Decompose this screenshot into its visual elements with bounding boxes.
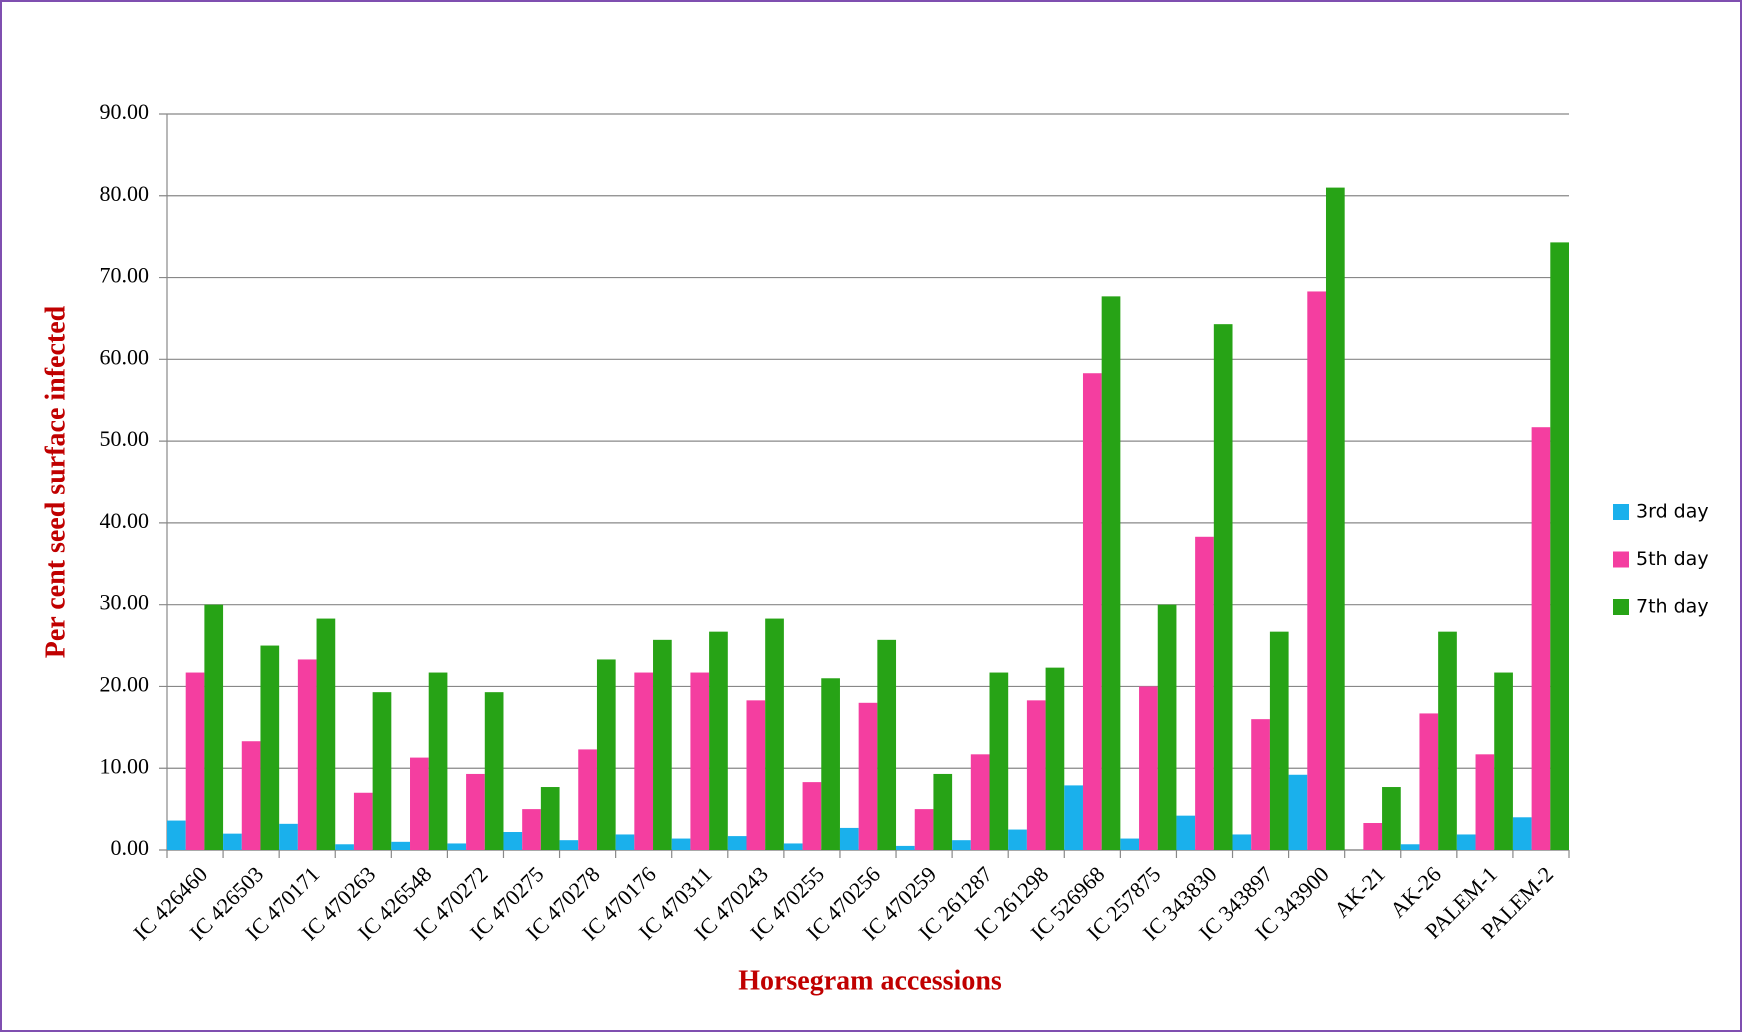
bar bbox=[1269, 631, 1289, 850]
bar bbox=[1157, 604, 1177, 850]
bar bbox=[1512, 817, 1532, 850]
bar bbox=[540, 787, 560, 850]
bar bbox=[1139, 686, 1158, 850]
bar bbox=[1531, 427, 1551, 850]
bar bbox=[989, 672, 1009, 850]
bar bbox=[428, 672, 448, 850]
legend-swatch bbox=[1613, 599, 1629, 615]
bar bbox=[839, 827, 859, 850]
bar bbox=[1400, 844, 1420, 850]
bar bbox=[1288, 774, 1308, 850]
bar bbox=[578, 749, 597, 850]
bar bbox=[709, 631, 728, 850]
bar bbox=[466, 773, 485, 850]
bar bbox=[297, 659, 317, 850]
bar bbox=[653, 639, 672, 850]
bar bbox=[1494, 672, 1513, 850]
bar bbox=[914, 809, 934, 850]
legend-swatch bbox=[1613, 504, 1629, 520]
y-tick-label: 60.00 bbox=[100, 344, 150, 369]
bar bbox=[933, 773, 953, 850]
bar bbox=[167, 820, 186, 850]
bar bbox=[821, 678, 840, 850]
bar bbox=[1176, 815, 1196, 850]
bar bbox=[391, 841, 411, 850]
bar bbox=[896, 845, 915, 850]
bar bbox=[615, 834, 635, 850]
bar bbox=[410, 757, 429, 850]
bar bbox=[223, 833, 242, 850]
bar bbox=[372, 692, 392, 850]
bar bbox=[559, 840, 579, 850]
bar bbox=[1475, 754, 1495, 850]
bar bbox=[1251, 719, 1270, 850]
legend-text: 3rd day bbox=[1636, 501, 1709, 523]
bar bbox=[1456, 834, 1476, 850]
bar bbox=[1232, 834, 1252, 850]
legend-swatch bbox=[1613, 551, 1629, 568]
y-tick-label: 10.00 bbox=[100, 753, 150, 778]
bar bbox=[877, 639, 897, 850]
bar bbox=[690, 672, 710, 850]
y-tick-label: 40.00 bbox=[100, 508, 150, 533]
bar bbox=[335, 844, 354, 850]
bar bbox=[596, 659, 616, 850]
y-axis-title: Per cent seed surface infected bbox=[40, 305, 71, 658]
bar bbox=[952, 840, 971, 850]
bar bbox=[970, 754, 990, 850]
y-tick-label: 90.00 bbox=[100, 99, 150, 124]
bar bbox=[1382, 787, 1401, 850]
bar bbox=[316, 618, 336, 850]
y-tick-label: 80.00 bbox=[100, 181, 150, 206]
bar bbox=[1325, 187, 1345, 851]
bar bbox=[1195, 536, 1214, 850]
bar bbox=[484, 692, 504, 850]
bar bbox=[522, 809, 541, 850]
bar bbox=[1045, 667, 1065, 850]
bar bbox=[241, 741, 261, 850]
y-tick-label: 70.00 bbox=[100, 263, 150, 288]
bar bbox=[503, 832, 523, 850]
bar bbox=[1307, 291, 1326, 850]
bar bbox=[1438, 631, 1457, 850]
bar bbox=[260, 645, 280, 850]
y-tick-label: 50.00 bbox=[100, 426, 150, 451]
bar bbox=[1082, 373, 1102, 850]
bar bbox=[1363, 823, 1383, 850]
bar bbox=[1120, 838, 1140, 850]
bar bbox=[1026, 700, 1046, 850]
bar bbox=[765, 618, 784, 850]
bar bbox=[185, 672, 205, 850]
bar bbox=[802, 782, 822, 850]
legend-text: 5th day bbox=[1636, 548, 1709, 570]
legend-text: 7th day bbox=[1636, 596, 1709, 618]
bar bbox=[727, 836, 747, 850]
bar bbox=[1419, 713, 1439, 850]
bar bbox=[447, 843, 467, 850]
y-tick-label: 20.00 bbox=[100, 671, 150, 696]
x-axis-title: Horsegram accessions bbox=[738, 965, 1002, 996]
bar bbox=[1213, 324, 1233, 850]
bar bbox=[858, 702, 878, 850]
y-tick-label: 30.00 bbox=[100, 590, 150, 615]
bar bbox=[1550, 242, 1569, 850]
bar bbox=[671, 838, 691, 850]
bar bbox=[634, 672, 654, 850]
bar bbox=[1008, 829, 1027, 850]
bar bbox=[279, 823, 298, 850]
bar bbox=[1064, 785, 1083, 850]
bar bbox=[204, 604, 224, 850]
bar bbox=[783, 843, 803, 850]
y-tick-label: 0.00 bbox=[111, 835, 150, 860]
bar bbox=[353, 792, 373, 850]
bar bbox=[746, 700, 766, 850]
bar bbox=[1101, 296, 1121, 850]
